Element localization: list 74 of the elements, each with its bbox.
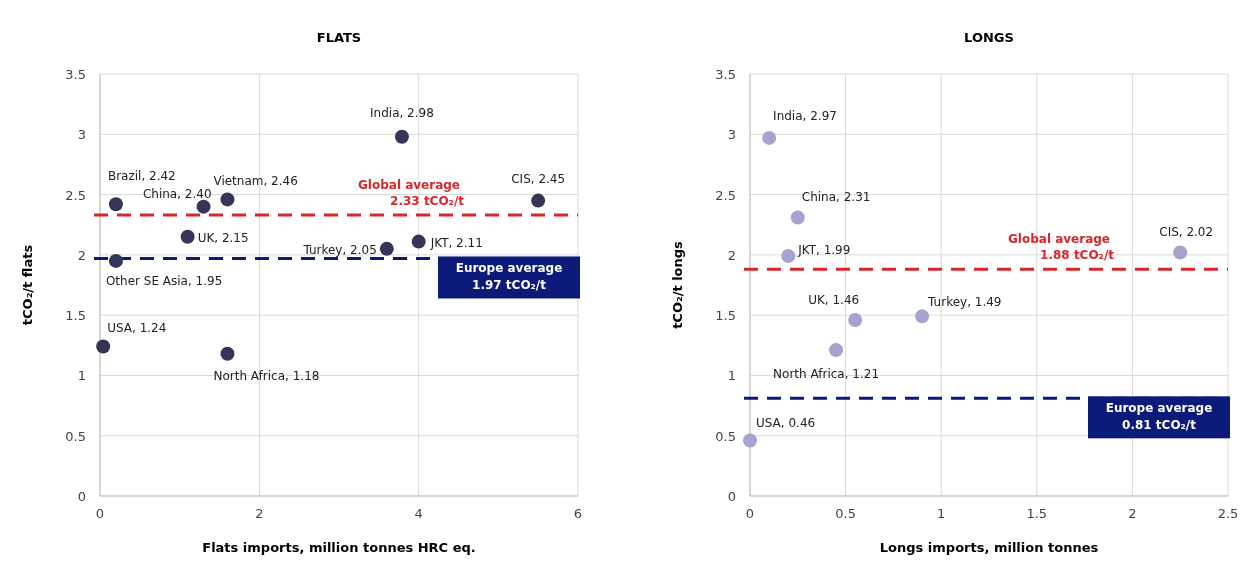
data-label: Vietnam, 2.46 [213, 174, 298, 189]
point [411, 234, 426, 249]
point [915, 309, 930, 324]
x-axis-title: Longs imports, million tonnes [879, 540, 1099, 555]
y-tick-label: 2.5 [65, 187, 86, 203]
y-tick-label: 2.5 [715, 187, 736, 203]
point [829, 343, 844, 358]
point [394, 129, 409, 144]
y-axis-title: tCO₂/t flats [20, 244, 35, 326]
x-tick-label: 6 [573, 506, 583, 521]
chart-title: FLATS [316, 30, 362, 45]
x-axis-title: Flats imports, million tonnes HRC eq. [202, 540, 476, 555]
point [790, 210, 805, 225]
ref-line-label: Global average 1.88 tCO₂/t [1008, 232, 1115, 263]
y-tick-label: 2 [727, 247, 736, 263]
data-label: Brazil, 2.42 [107, 169, 176, 184]
x-tick-label: 1.5 [1026, 506, 1048, 521]
data-label: China, 2.40 [142, 186, 212, 201]
point [1173, 245, 1188, 260]
ref-line-label: Europe average 0.81 tCO₂/t [1105, 401, 1213, 433]
y-tick-label: 0.5 [715, 428, 736, 444]
point [108, 253, 123, 268]
point [781, 249, 796, 264]
data-label: China, 2.31 [801, 190, 871, 205]
y-tick-label: 1.5 [65, 308, 86, 324]
data-label: CIS, 2.45 [511, 171, 566, 186]
data-label: USA, 0.46 [756, 415, 816, 430]
data-label: UK, 1.46 [808, 292, 860, 307]
x-tick-label: 2.5 [1217, 506, 1239, 521]
data-label: Turkey, 2.05 [302, 242, 377, 257]
ref-line-label: Global average 2.33 tCO₂/t [358, 178, 465, 209]
x-tick-label: 1 [937, 506, 946, 521]
point [743, 433, 757, 448]
data-label: JKT, 2.11 [429, 235, 483, 250]
point [762, 130, 777, 145]
y-axis-title: tCO₂/t longs [670, 240, 685, 329]
ref-line-label: Europe average 1.97 tCO₂/t [455, 261, 563, 293]
y-tick-label: 3.5 [715, 67, 736, 82]
data-label: JKT, 1.99 [797, 243, 851, 258]
point [531, 193, 546, 208]
y-tick-label: 0.5 [65, 428, 86, 444]
y-tick-label: 0 [77, 489, 86, 504]
point [848, 312, 863, 327]
chart-title: LONGS [964, 30, 1014, 45]
data-label: Other SE Asia, 1.95 [105, 273, 223, 288]
x-tick-label: 0 [745, 506, 755, 521]
data-label: UK, 2.15 [197, 230, 249, 245]
data-label: India, 2.98 [370, 105, 434, 120]
data-label: North Africa, 1.18 [213, 368, 320, 383]
y-tick-label: 1 [77, 368, 86, 384]
point [108, 197, 123, 212]
x-tick-label: 0.5 [835, 506, 856, 521]
point [220, 346, 235, 361]
point [220, 192, 235, 207]
data-label: Turkey, 1.49 [927, 295, 1002, 310]
y-tick-label: 3.5 [65, 67, 86, 82]
y-tick-label: 3 [727, 127, 736, 143]
data-label: North Africa, 1.21 [773, 367, 880, 382]
x-tick-label: 0 [95, 506, 105, 521]
y-tick-label: 3 [77, 127, 86, 143]
point [180, 229, 195, 244]
data-label: USA, 1.24 [107, 321, 167, 336]
x-tick-label: 2 [255, 506, 264, 521]
x-tick-label: 2 [1128, 506, 1137, 521]
data-label: India, 2.97 [773, 108, 837, 123]
y-tick-label: 2 [77, 247, 86, 263]
x-tick-label: 4 [414, 506, 423, 521]
point [96, 339, 111, 354]
y-tick-label: 1.5 [715, 308, 736, 324]
point [196, 199, 211, 214]
point [379, 241, 394, 256]
y-tick-label: 0 [727, 489, 736, 504]
data-label: CIS, 2.02 [1159, 225, 1214, 240]
y-tick-label: 1 [727, 368, 736, 384]
